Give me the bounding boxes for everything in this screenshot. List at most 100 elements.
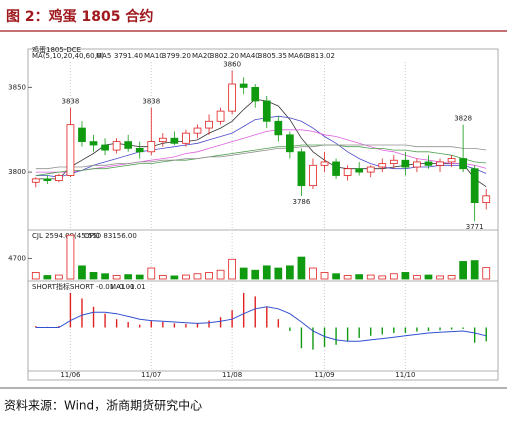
low-label: 3786 [293,198,311,206]
indicator-bar [427,327,430,331]
indicator-bar [196,323,199,328]
high-label: 3838 [142,98,160,106]
candle-body [286,134,294,153]
candle-body [459,158,467,170]
indicator-bar [150,320,152,328]
candle-body [239,83,248,88]
x-tick-label: 11/08 [222,371,242,379]
indicator-bar [346,327,349,342]
candle-body [124,141,133,149]
candle-body [389,159,398,165]
indicator-bar [393,327,395,334]
legend-name: MA10 [144,52,164,60]
volume-bar [297,256,306,280]
volume-bar [413,275,421,280]
indicator-bar [35,326,37,328]
candle-body [228,83,236,112]
candle-body [66,124,75,176]
candle-body [262,100,271,122]
volume-bar [55,274,63,280]
volume-bar [170,275,179,280]
high-label: 3838 [62,98,80,106]
candle-body [147,141,156,153]
indicator-bar [254,296,256,328]
volume-bar [112,275,121,280]
candle-body [112,141,121,151]
candle-body [89,141,98,146]
candle-body [447,158,456,163]
ma-line [35,129,487,173]
candle-body [158,137,167,143]
candle-body [309,164,317,187]
volume-bar [193,273,202,280]
candle-body [436,161,444,166]
indicator-bar [185,324,187,328]
volume-bar [470,260,479,280]
indicator-bar [58,326,60,328]
legend: MA1 -0.01 [110,283,146,291]
legend-name: MA20 [192,52,212,60]
indicator-bar [358,327,360,338]
volume-bar [355,274,364,280]
volume-bar [332,273,340,280]
indicator-bar [219,317,222,328]
title: 图 2：鸡蛋 1805 合约 [6,8,153,25]
ma-line [35,144,487,176]
indicator-bar [485,327,487,342]
candle-body [355,168,364,173]
x-tick-label: 11/06 [60,371,81,379]
indicator-bar [323,327,326,347]
volume-bar [262,265,271,280]
high-label: 3828 [454,115,472,123]
candle-body [170,137,179,144]
volume-bar [251,269,260,280]
candle-body [378,163,387,168]
volume-bar [401,272,410,280]
chart-frame [27,48,499,381]
indicator-bar [439,327,441,331]
legend: CJL 2594.00(45:55) [32,232,100,240]
volume-bar [228,258,236,280]
legend-value: 3791.40 [114,52,143,60]
candle-body [366,166,375,173]
indicator-bar [104,313,106,328]
indicator-bar [266,306,268,328]
legend: SHORT指标 [32,282,70,291]
volume-bar [147,267,156,280]
volume-bar [31,272,40,280]
volume-bar [366,274,375,280]
volume-bar [135,274,144,280]
x-tick-label: 11/09 [314,371,334,379]
indicator-bar [127,321,129,328]
ma-line [35,144,487,170]
candle-body [274,120,283,136]
x-tick-label: 11/07 [141,371,161,379]
indicator-bar [115,319,118,328]
volume-bar [436,275,444,280]
indicator-bar [335,327,337,345]
volume-bar [78,265,86,280]
volume-bar [182,274,190,280]
indicator-bar [370,327,372,336]
legend: OPID 83156.00 [84,232,137,240]
source: 资料来源：Wind，浙商期货研究中心 [4,398,202,413]
volume-bar [482,267,491,280]
candle-body [401,159,410,168]
candle-body [135,147,144,153]
high-label: 3860 [223,60,241,68]
legend-name: MA60 [288,52,308,60]
legend-name: MA40 [240,52,260,60]
volume-bar [309,267,317,280]
candle-body [320,161,329,166]
volume-bar [389,273,398,280]
y-tick-label: 4700 [8,254,26,262]
candle-body [55,175,63,181]
indicator-bar [381,327,383,335]
y-tick-label: 3850 [8,83,26,91]
legend-value: 3813.02 [306,52,335,60]
indicator-bar [300,327,303,349]
candle-body [43,178,52,181]
indicator-bar [208,320,210,328]
volume-bar [43,275,52,280]
volume-bar [124,274,133,280]
